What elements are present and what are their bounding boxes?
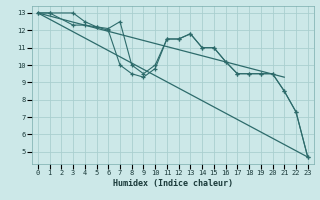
X-axis label: Humidex (Indice chaleur): Humidex (Indice chaleur)	[113, 179, 233, 188]
